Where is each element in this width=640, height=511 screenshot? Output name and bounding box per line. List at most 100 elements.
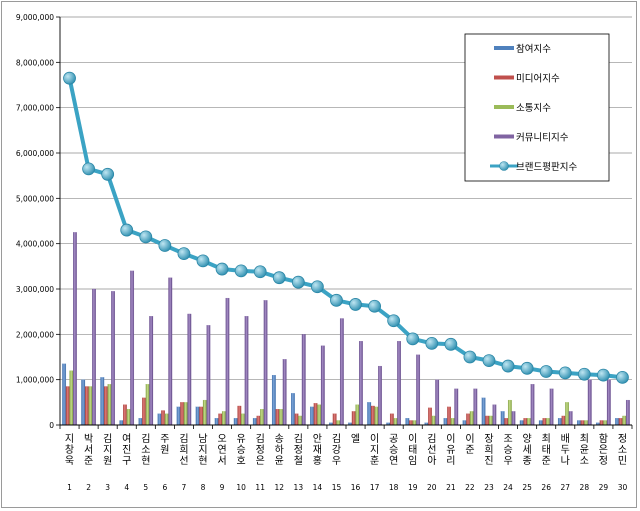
bar [271, 375, 276, 426]
rank-label: 20 [427, 483, 437, 492]
line-marker [82, 162, 95, 176]
bar [187, 313, 192, 426]
bar [199, 406, 204, 426]
x-axis-category-labels: 지 창 욱 1 박 서 준 2 김 지 원 3 여 진 구 4 김 소 현 5 주 원 6 김 희 선 7 남 지 현 8 오 연 서 9 유 승 호 10… [65, 432, 628, 492]
brand-index-line [63, 71, 629, 384]
line-marker [558, 366, 572, 380]
bar [428, 407, 432, 426]
bar [577, 420, 581, 426]
bar [615, 418, 619, 426]
bar [447, 406, 451, 426]
line-marker [310, 280, 324, 294]
bar [454, 388, 459, 426]
bar [225, 297, 230, 426]
axes [59, 17, 633, 429]
bar [202, 399, 207, 426]
bar [412, 420, 417, 426]
bar [313, 403, 318, 426]
bar [294, 413, 299, 426]
line-marker [177, 247, 191, 261]
rank-label: 11 [255, 483, 265, 492]
bar [519, 420, 524, 426]
bar [320, 345, 325, 426]
line-marker [101, 167, 115, 181]
line-marker [330, 293, 343, 307]
bar [527, 418, 531, 426]
bar [123, 404, 127, 426]
legend-label: 미디어지수 [516, 74, 560, 85]
bar [367, 402, 372, 426]
bar [568, 411, 573, 426]
bar [580, 420, 585, 426]
rank-label: 17 [370, 483, 380, 492]
rank-label: 18 [389, 483, 399, 492]
y-tick-label: 9,000,000 [16, 13, 54, 22]
legend-swatch [494, 134, 514, 139]
legend-label: 브랜드평판지수 [516, 162, 577, 173]
bar [606, 379, 611, 426]
bar [339, 318, 344, 426]
bar [332, 413, 337, 426]
bar [370, 405, 375, 426]
bar [599, 420, 604, 426]
rank-label: 16 [351, 483, 361, 492]
bar [142, 397, 146, 426]
bar [145, 384, 150, 426]
line-marker [158, 239, 172, 252]
bar [252, 418, 257, 426]
line-marker [616, 370, 629, 384]
bar [435, 379, 440, 426]
bar [161, 410, 165, 426]
bar [291, 393, 295, 426]
line-marker [63, 71, 76, 85]
legend-swatch-marker [499, 161, 509, 171]
bar [298, 415, 303, 426]
bar [393, 418, 398, 426]
bar [195, 406, 200, 426]
bar [180, 402, 185, 426]
line-marker [406, 332, 420, 346]
rank-label: 9 [220, 483, 225, 492]
rank-label: 21 [446, 483, 456, 492]
bar [523, 418, 528, 426]
y-axis-tick-labels: 0 1,000,000 2,000,000 3,000,000 4,000,000 5,0… [16, 13, 54, 430]
bar [336, 420, 341, 426]
rank-label: 24 [503, 483, 513, 492]
rank-label: 26 [541, 483, 551, 492]
bar [584, 420, 589, 426]
bar [244, 316, 249, 426]
bar [157, 413, 162, 426]
legend-swatch [494, 46, 514, 50]
rank-label: 12 [274, 483, 284, 492]
bar [260, 409, 264, 426]
line-marker [425, 336, 439, 350]
y-tick-label: 6,000,000 [16, 149, 54, 158]
bar [389, 413, 394, 426]
bar [111, 291, 115, 426]
bar [507, 399, 512, 426]
bar [603, 420, 608, 426]
bar [164, 413, 169, 426]
bar [233, 418, 238, 426]
bar [65, 386, 70, 426]
rank-label: 10 [236, 483, 246, 492]
bar [88, 386, 93, 426]
bar [107, 384, 112, 426]
